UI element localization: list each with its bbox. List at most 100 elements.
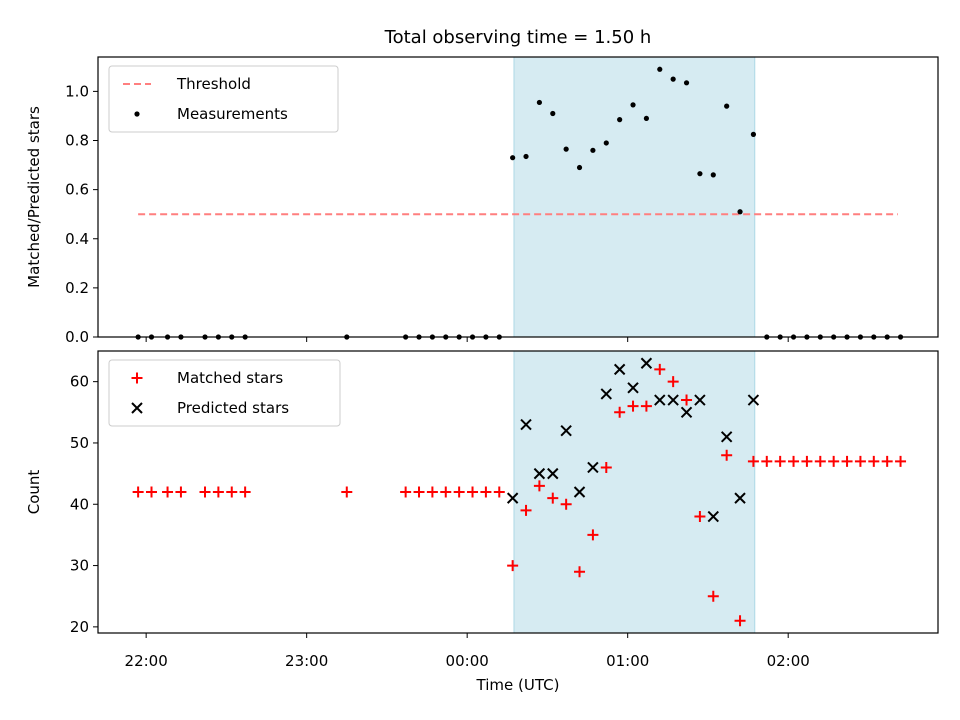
data-point: [747, 455, 759, 467]
x-tick-label: 01:00: [606, 652, 649, 670]
data-point: [146, 486, 158, 498]
data-point: [587, 461, 599, 474]
data-point: [603, 140, 609, 146]
data-point: [627, 400, 639, 412]
data-point: [413, 486, 425, 498]
x-axis-title: Time (UTC): [476, 676, 560, 694]
data-point: [707, 510, 719, 523]
x-tick-label: 02:00: [767, 652, 810, 670]
data-point: [670, 76, 676, 82]
data-point: [212, 486, 224, 498]
data-point: [680, 406, 693, 419]
data-point: [617, 117, 623, 123]
data-point: [654, 363, 666, 375]
observing-window: [513, 350, 756, 634]
data-point: [841, 455, 853, 467]
data-point: [533, 467, 546, 480]
data-point: [576, 164, 583, 171]
data-point: [507, 560, 519, 572]
data-point: [643, 115, 650, 122]
data-point: [724, 103, 730, 109]
data-point: [162, 486, 174, 498]
data-point: [547, 492, 559, 504]
data-point: [132, 486, 144, 498]
y-tick-label: 0.0: [65, 328, 89, 346]
data-point: [640, 357, 653, 369]
data-point: [587, 529, 599, 541]
y-axis-title: Matched/Predicted stars: [25, 106, 43, 288]
data-point: [627, 382, 639, 394]
data-point: [640, 400, 652, 412]
ratio-panel: 0.0 0.2 0.4 0.6 0.8 1.0 Matched/Predicted star…: [25, 56, 939, 346]
data-point: [590, 147, 596, 153]
data-point: [506, 492, 519, 504]
legend-marker: [134, 111, 140, 117]
y-tick-label: 50: [70, 434, 89, 452]
data-point: [493, 486, 505, 498]
data-point: [774, 455, 786, 467]
x-tick-label: 22:00: [125, 652, 168, 670]
y-tick-label: 20: [70, 618, 89, 636]
data-point: [881, 455, 893, 467]
data-point: [657, 66, 663, 72]
data-point: [828, 455, 840, 467]
series-predicted-stars: [506, 357, 760, 523]
legend-label: Measurements: [177, 105, 288, 123]
y-tick-label: 0.8: [65, 132, 89, 150]
data-point: [226, 486, 238, 498]
data-point: [734, 615, 746, 627]
observing-window: [513, 56, 756, 338]
data-point: [440, 486, 452, 498]
data-point: [667, 376, 679, 388]
y-tick-label: 60: [70, 373, 89, 391]
data-point: [654, 394, 666, 406]
axes-frame: [97, 56, 939, 338]
axes-frame: [97, 350, 939, 634]
legend-marker: [131, 372, 143, 384]
data-point: [720, 431, 733, 443]
y-tick-label: 0.2: [65, 279, 89, 297]
data-point: [737, 209, 743, 215]
data-point: [560, 498, 572, 510]
data-point: [734, 492, 746, 504]
y-axis-title: Count: [25, 470, 43, 515]
data-point: [854, 455, 866, 467]
data-point: [667, 394, 679, 406]
y-tick-label: 30: [70, 557, 89, 575]
data-point: [574, 566, 586, 578]
data-point: [747, 394, 760, 406]
data-point: [895, 455, 907, 467]
data-point: [613, 363, 626, 376]
data-point: [199, 486, 211, 498]
y-tick-label: 0.6: [65, 181, 89, 199]
data-point: [868, 455, 880, 467]
legend-label: Threshold: [176, 75, 251, 93]
data-point: [239, 486, 251, 498]
data-point: [573, 486, 586, 498]
data-point: [788, 455, 800, 467]
y-tick-label: 0.4: [65, 230, 89, 248]
data-point: [721, 449, 733, 461]
data-point: [600, 388, 612, 400]
x-tick-label: 00:00: [446, 652, 489, 670]
data-point: [710, 172, 716, 178]
x-axis: 22:00 23:00 00:00 01:00 02:00: [125, 652, 810, 670]
data-point: [536, 99, 543, 106]
data-point: [750, 131, 757, 137]
data-point: [400, 486, 412, 498]
legend: Threshold Measurements: [108, 65, 339, 133]
legend-label: Matched stars: [177, 369, 283, 387]
data-point: [630, 102, 636, 108]
legend-box: [108, 65, 339, 133]
legend-box: [108, 359, 341, 427]
data-point: [761, 455, 773, 467]
data-point: [523, 153, 529, 160]
data-point: [480, 486, 492, 498]
data-point: [520, 418, 532, 431]
x-tick-label: 23:00: [285, 652, 328, 670]
legend-label: Predicted stars: [177, 399, 289, 417]
legend-marker: [131, 402, 143, 414]
y-tick-label: 1.0: [65, 82, 89, 100]
data-point: [814, 455, 826, 467]
